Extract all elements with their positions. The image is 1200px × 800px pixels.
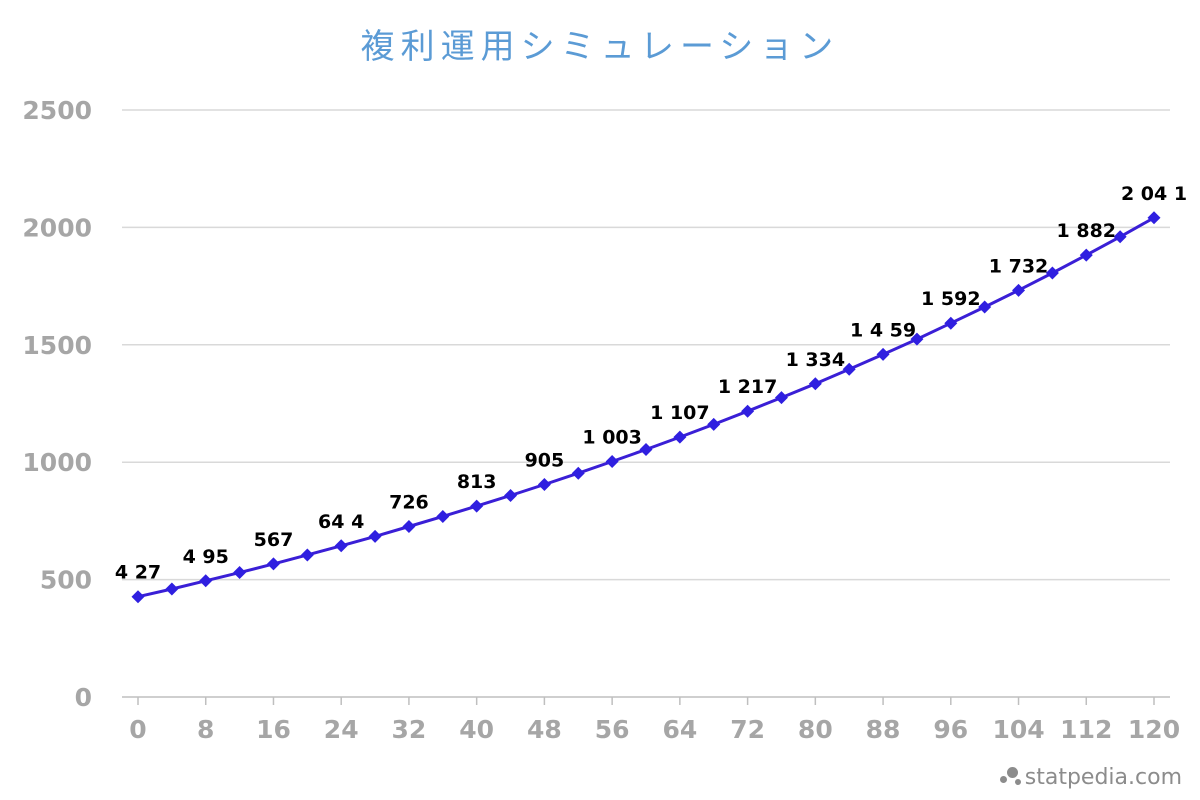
x-tick-label: 120 — [1128, 715, 1180, 744]
statpedia-logo-icon — [999, 766, 1022, 786]
data-point-marker — [165, 582, 179, 596]
data-point-marker — [402, 520, 416, 534]
data-label: 1 003 — [582, 426, 642, 448]
data-point-marker — [300, 548, 314, 562]
data-point-marker — [978, 300, 992, 314]
statpedia-watermark: statpedia.com — [999, 765, 1182, 790]
data-label: 1 217 — [718, 376, 778, 398]
watermark-text: statpedia.com — [1024, 765, 1182, 790]
data-label: 1 592 — [921, 288, 981, 310]
x-tick-label: 88 — [866, 715, 901, 744]
data-label: 1 882 — [1057, 220, 1117, 242]
x-tick-label: 0 — [129, 715, 146, 744]
data-label: 1 334 — [786, 349, 846, 371]
y-tick-label: 0 — [75, 683, 92, 712]
y-tick-label: 1500 — [22, 331, 92, 360]
data-label: 905 — [525, 450, 565, 472]
data-point-marker — [199, 574, 213, 588]
data-point-marker — [910, 332, 924, 346]
data-label: 2 04 1 — [1121, 183, 1187, 205]
data-point-marker — [808, 377, 822, 391]
x-tick-label: 48 — [527, 715, 562, 744]
data-point-marker — [334, 539, 348, 553]
data-point-marker — [741, 404, 755, 418]
data-point-marker — [368, 529, 382, 543]
x-tick-label: 104 — [992, 715, 1044, 744]
data-labels: 4 27 4 95 567 64 4 726 813 905 1 003 1 107 1 217 1… — [115, 183, 1187, 584]
data-point-marker — [1113, 230, 1127, 244]
x-tick-label: 56 — [595, 715, 630, 744]
data-point-marker — [876, 347, 890, 361]
data-point-marker — [1012, 283, 1026, 297]
data-point-marker — [571, 466, 585, 480]
data-point-marker — [707, 417, 721, 431]
x-tick-label: 8 — [197, 715, 214, 744]
data-point-marker — [233, 566, 247, 580]
data-point-marker — [605, 454, 619, 468]
data-point-marker — [470, 499, 484, 513]
data-point-marker — [266, 557, 280, 571]
data-point-marker — [842, 362, 856, 376]
data-point-marker — [131, 590, 145, 604]
y-tick-label: 1000 — [22, 448, 92, 477]
data-point-marker — [1045, 266, 1059, 280]
x-tick-label: 64 — [662, 715, 697, 744]
data-label: 567 — [254, 529, 294, 551]
gridlines — [122, 109, 1170, 581]
data-label: 4 95 — [183, 546, 229, 568]
data-point-marker — [504, 489, 518, 503]
data-point-marker — [673, 430, 687, 444]
data-point-marker — [436, 509, 450, 523]
x-tick-label: 40 — [459, 715, 494, 744]
x-tick-label: 32 — [392, 715, 427, 744]
x-tick-label: 80 — [798, 715, 833, 744]
data-label: 4 27 — [115, 562, 161, 584]
y-tick-label: 2500 — [22, 96, 92, 125]
data-point-marker — [1079, 248, 1093, 262]
data-point-marker — [944, 316, 958, 330]
series — [131, 211, 1161, 604]
data-point-marker — [537, 478, 551, 492]
data-point-marker — [1147, 211, 1161, 225]
x-tick-label: 112 — [1060, 715, 1112, 744]
data-label: 726 — [389, 492, 429, 514]
y-tick-label: 2000 — [22, 213, 92, 242]
data-label: 1 732 — [989, 255, 1049, 277]
data-label: 1 107 — [650, 402, 710, 424]
x-tick-label: 96 — [933, 715, 968, 744]
data-label: 1 4 59 — [850, 319, 916, 341]
x-tick-label: 16 — [256, 715, 291, 744]
data-label: 64 4 — [318, 511, 364, 533]
y-tick-label: 500 — [40, 566, 92, 595]
x-tick-label: 72 — [730, 715, 765, 744]
data-label: 813 — [457, 471, 497, 493]
data-point-marker — [639, 443, 653, 457]
axes: 0 500 1000 1500 2000 2500 0 8 16 24 32 40 48 56 64 72 80… — [22, 96, 1180, 744]
x-tick-label: 24 — [324, 715, 359, 744]
chart-title: 複利運用シミュレーション — [361, 27, 840, 67]
data-point-marker — [774, 391, 788, 405]
